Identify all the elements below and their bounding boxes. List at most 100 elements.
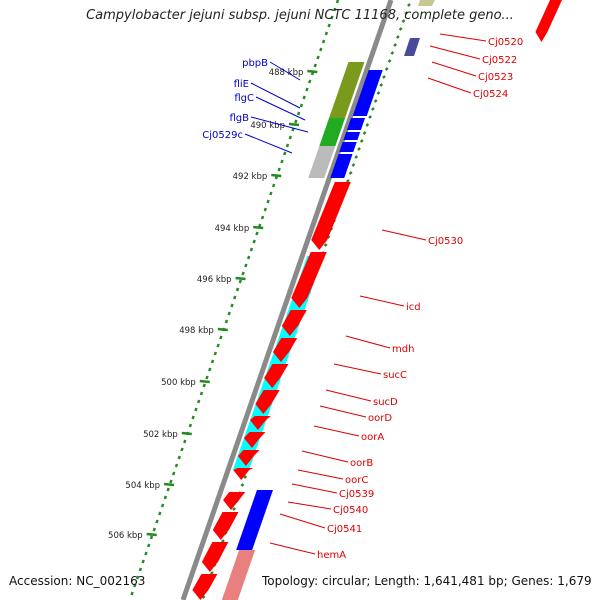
gene-label-right: mdh	[392, 344, 414, 355]
gene-arrow-forward	[212, 512, 239, 540]
gene-label-right: Cj0524	[473, 89, 508, 100]
gene-arrow-forward	[249, 416, 271, 430]
leader-line	[291, 483, 338, 494]
scale-dot-left	[130, 591, 134, 596]
scale-dot-right	[387, 59, 392, 63]
scale-dot-right	[376, 91, 381, 95]
scale-dot-right	[393, 43, 397, 47]
gene-arrow-forward	[233, 468, 254, 480]
gene-arrow-reverse	[343, 132, 361, 140]
leader-line	[427, 77, 472, 94]
gene-block-khaki	[418, 0, 435, 6]
scale-dot-left	[152, 527, 156, 532]
scale-dot-left	[263, 207, 268, 212]
leader-line	[279, 513, 326, 529]
tick-label: 506 kbp	[108, 531, 143, 541]
scale-dot-left	[271, 183, 276, 188]
scale-dot-left	[302, 95, 306, 100]
gene-label-right: Cj0530	[428, 236, 463, 247]
scale-dot-left	[208, 367, 212, 372]
feature-band-gray	[308, 146, 336, 178]
scale-dot-left	[241, 271, 245, 276]
gene-label-left: flgC	[234, 93, 254, 104]
scale-dot-left	[260, 215, 265, 220]
major-tick	[271, 173, 282, 178]
scale-dot-right	[232, 507, 236, 511]
scale-dot-right	[243, 475, 248, 479]
tick-label: 504 kbp	[125, 481, 160, 491]
scale-dot-left	[138, 567, 143, 572]
scale-dot-left	[313, 63, 317, 68]
gene-block-purple	[404, 38, 420, 56]
scale-dot-left	[202, 383, 206, 388]
scale-dot-left	[144, 551, 148, 556]
scale-dot-left	[330, 15, 334, 20]
scale-dot-left	[308, 79, 312, 84]
major-tick	[181, 431, 192, 436]
feature-band-pink	[221, 550, 256, 600]
leader-line	[359, 295, 405, 307]
gene-label-right: Cj0540	[333, 505, 368, 516]
scale-dot-left	[244, 263, 248, 268]
scale-dot-right	[240, 483, 245, 487]
gene-arrow-forward	[264, 364, 289, 388]
gene-arrow-forward	[535, 0, 562, 42]
scale-dot-left	[319, 47, 323, 52]
leader-line	[439, 33, 487, 42]
major-tick	[199, 379, 210, 384]
gene-label-right: oorB	[350, 458, 373, 469]
scale-dot-left	[219, 335, 223, 340]
gene-label-left: fliE	[234, 79, 249, 90]
map-title: Campylobacter jejuni subsp. jejuni NCTC …	[86, 8, 514, 23]
scale-dot-left	[158, 511, 162, 516]
scale-dot-right	[401, 19, 406, 23]
scale-dot-left	[205, 375, 209, 380]
feature-band-blue	[236, 490, 273, 550]
scale-dot-right	[359, 139, 364, 143]
gene-features	[192, 0, 562, 600]
gene-label-right: Cj0523	[478, 72, 513, 83]
scale-dot-left	[296, 111, 301, 116]
scale-dot-left	[280, 159, 284, 164]
backbone-line	[180, 0, 394, 600]
scale-dot-right	[404, 11, 409, 15]
leader-line	[333, 363, 382, 375]
scale-dot-left	[210, 359, 215, 364]
label-leader-lines	[244, 33, 487, 555]
scale-dot-right	[370, 107, 375, 111]
accession-text: Accession: NC_002163	[9, 574, 146, 588]
gene-label-left: flgB	[229, 113, 249, 124]
scale-dot-right	[379, 83, 384, 87]
scale-dot-left	[299, 103, 304, 108]
gene-label-right: oorA	[361, 432, 384, 443]
scale-dot-left	[235, 287, 240, 292]
scale-dot-left	[216, 343, 220, 348]
scale-dot-left	[174, 463, 179, 468]
major-tick	[307, 69, 318, 74]
scale-dot-right	[373, 99, 378, 103]
scale-dot-left	[147, 543, 151, 548]
tick-label: 492 kbp	[233, 172, 268, 182]
tick-label: 494 kbp	[215, 224, 250, 234]
scale-dot-left	[294, 119, 298, 124]
scale-dot-left	[163, 495, 168, 500]
major-tick	[235, 276, 246, 281]
scale-dot-left	[283, 151, 287, 156]
scale-dot-left	[135, 575, 140, 580]
tick-label: 498 kbp	[179, 326, 214, 336]
gene-arrow-reverse	[339, 142, 357, 152]
leader-line	[250, 116, 309, 133]
scale-dot-left	[180, 447, 184, 452]
scale-dot-right	[351, 163, 356, 167]
scale-dot-left	[255, 231, 259, 236]
scale-dot-left	[188, 423, 193, 428]
leader-line	[313, 425, 360, 437]
scale-dot-left	[194, 407, 198, 412]
leader-line	[325, 389, 372, 402]
scale-dot-left	[252, 239, 256, 244]
scale-dot-right	[362, 131, 367, 135]
scale-dot-right	[354, 155, 359, 159]
scale-dot-left	[169, 479, 173, 484]
leader-line	[269, 61, 301, 81]
major-tick	[163, 482, 175, 487]
